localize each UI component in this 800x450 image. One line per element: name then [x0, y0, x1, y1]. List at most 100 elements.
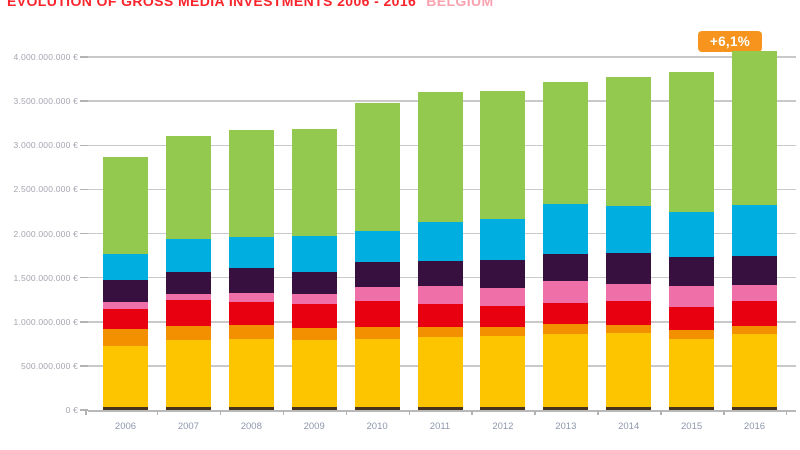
- segment-orange: [291, 327, 337, 341]
- segment-cyan: [228, 237, 274, 269]
- y-axis-tick-4: [80, 232, 88, 235]
- segment-pink: [228, 292, 274, 302]
- x-axis-label-2014: 2014: [618, 421, 640, 432]
- y-axis-tick-7: [80, 100, 88, 102]
- segment-yellow: [543, 334, 589, 408]
- x-axis-label-2009: 2009: [303, 421, 325, 432]
- segment-yellow: [669, 338, 715, 408]
- y-axis-label: 2.500.000.000 €: [13, 184, 78, 195]
- bar-2013: [543, 0, 589, 410]
- x-axis-tick-0: [85, 411, 87, 415]
- x-axis-tick-4: [345, 411, 348, 415]
- segment-orange: [669, 330, 715, 339]
- y-axis-tick-5: [80, 188, 88, 191]
- bar-2014: [606, 0, 652, 410]
- segment-orange: [228, 325, 274, 340]
- x-axis-label-2015: 2015: [681, 421, 703, 432]
- segment-yellow: [417, 337, 463, 408]
- segment-yellow: [165, 340, 211, 408]
- chart-title: EVOLUTION OF GROSS MEDIA INVESTMENTS 200…: [7, 0, 494, 9]
- growth-badge: +6,1%: [698, 31, 762, 52]
- segment-red: [417, 304, 463, 328]
- segment-pink: [543, 280, 589, 303]
- segment-dark-base: [732, 407, 777, 410]
- y-axis-label: 3.000.000.000 €: [13, 140, 78, 151]
- segment-cyan: [354, 231, 400, 262]
- chart-title-text: EVOLUTION OF GROSS MEDIA INVESTMENTS 200…: [7, 0, 417, 9]
- bar-2011: [417, 0, 463, 410]
- bar-2008: [228, 0, 274, 410]
- bar-2009: [291, 0, 337, 410]
- bar-2015: [669, 0, 715, 410]
- segment-orange: [103, 328, 148, 346]
- x-axis-label-2007: 2007: [177, 421, 199, 432]
- segment-green: [732, 51, 777, 206]
- segment-dark-base: [291, 407, 337, 410]
- x-axis-tick-6: [471, 411, 473, 415]
- x-axis-line: [88, 409, 796, 412]
- segment-dark-purple: [669, 257, 715, 287]
- segment-yellow: [732, 334, 777, 408]
- segment-dark-purple: [228, 268, 274, 293]
- segment-red: [543, 302, 589, 324]
- y-axis-label: 2.000.000.000 €: [13, 228, 78, 239]
- segment-dark-base: [165, 407, 211, 410]
- segment-cyan: [103, 253, 148, 281]
- segment-cyan: [732, 205, 777, 256]
- segment-cyan: [543, 203, 589, 255]
- segment-yellow: [354, 338, 400, 408]
- segment-red: [354, 301, 400, 328]
- segment-pink: [165, 294, 211, 300]
- segment-orange: [606, 325, 652, 334]
- segment-dark-purple: [543, 254, 589, 281]
- segment-cyan: [480, 219, 526, 260]
- segment-pink: [732, 284, 777, 301]
- y-axis-label: 1.500.000.000 €: [13, 272, 78, 283]
- segment-pink: [480, 287, 526, 306]
- x-axis-tick-9: [660, 411, 662, 415]
- y-axis-tick-6: [80, 144, 88, 146]
- segment-yellow: [228, 339, 274, 408]
- y-axis-label: 3.500.000.000 €: [13, 96, 78, 107]
- segment-green: [417, 92, 463, 223]
- segment-dark-base: [417, 407, 463, 410]
- segment-yellow: [291, 340, 337, 408]
- segment-red: [732, 301, 777, 327]
- segment-cyan: [669, 211, 715, 258]
- segment-pink: [354, 286, 400, 301]
- segment-dark-purple: [417, 260, 463, 286]
- y-axis-label: 1.000.000.000 €: [13, 316, 78, 327]
- segment-dark-purple: [606, 253, 652, 284]
- segment-green: [606, 76, 652, 207]
- x-axis-tick-1: [156, 411, 159, 415]
- segment-yellow: [606, 333, 652, 408]
- segment-orange: [543, 323, 589, 335]
- segment-red: [480, 305, 526, 328]
- segment-dark-purple: [354, 261, 400, 287]
- y-axis-tick-0: [80, 409, 88, 411]
- x-axis-tick-7: [534, 411, 536, 415]
- x-axis-label-2011: 2011: [429, 421, 451, 432]
- y-axis-tick-2: [80, 321, 88, 323]
- segment-red: [291, 303, 337, 328]
- x-axis-label-2012: 2012: [492, 421, 514, 432]
- segment-dark-purple: [165, 272, 211, 295]
- y-axis-label: 500.000.000 €: [21, 360, 78, 371]
- segment-pink: [291, 293, 337, 304]
- segment-red: [228, 301, 274, 326]
- segment-dark-base: [606, 407, 652, 410]
- segment-dark-purple: [103, 280, 148, 303]
- segment-cyan: [291, 236, 337, 273]
- segment-dark-purple: [291, 272, 337, 294]
- x-axis-tick-2: [219, 411, 222, 415]
- segment-dark-base: [543, 407, 589, 410]
- segment-orange: [732, 326, 777, 335]
- segment-dark-base: [103, 407, 148, 410]
- segment-dark-base: [480, 407, 526, 410]
- segment-cyan: [606, 206, 652, 254]
- y-axis-tick-3: [80, 276, 88, 279]
- x-axis-label-2013: 2013: [555, 421, 577, 432]
- y-axis-tick-8: [80, 56, 88, 58]
- bar-2010: [354, 0, 400, 410]
- segment-green: [480, 90, 526, 220]
